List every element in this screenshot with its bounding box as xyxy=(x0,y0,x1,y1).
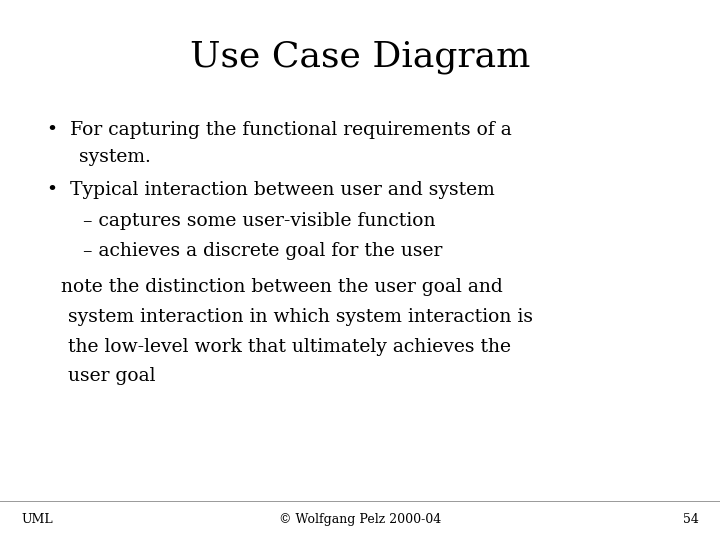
Text: – achieves a discrete goal for the user: – achieves a discrete goal for the user xyxy=(83,242,442,260)
Text: user goal: user goal xyxy=(68,367,156,386)
Text: 54: 54 xyxy=(683,513,698,526)
Text: the low-level work that ultimately achieves the: the low-level work that ultimately achie… xyxy=(68,338,511,356)
Text: system interaction in which system interaction is: system interaction in which system inter… xyxy=(68,308,534,326)
Text: •  Typical interaction between user and system: • Typical interaction between user and s… xyxy=(47,181,495,199)
Text: Use Case Diagram: Use Case Diagram xyxy=(190,40,530,73)
Text: © Wolfgang Pelz 2000-04: © Wolfgang Pelz 2000-04 xyxy=(279,513,441,526)
Text: note the distinction between the user goal and: note the distinction between the user go… xyxy=(61,278,503,296)
Text: UML: UML xyxy=(22,513,53,526)
Text: •  For capturing the functional requirements of a: • For capturing the functional requireme… xyxy=(47,120,511,139)
Text: – captures some user-visible function: – captures some user-visible function xyxy=(83,212,436,231)
Text: system.: system. xyxy=(79,147,151,166)
